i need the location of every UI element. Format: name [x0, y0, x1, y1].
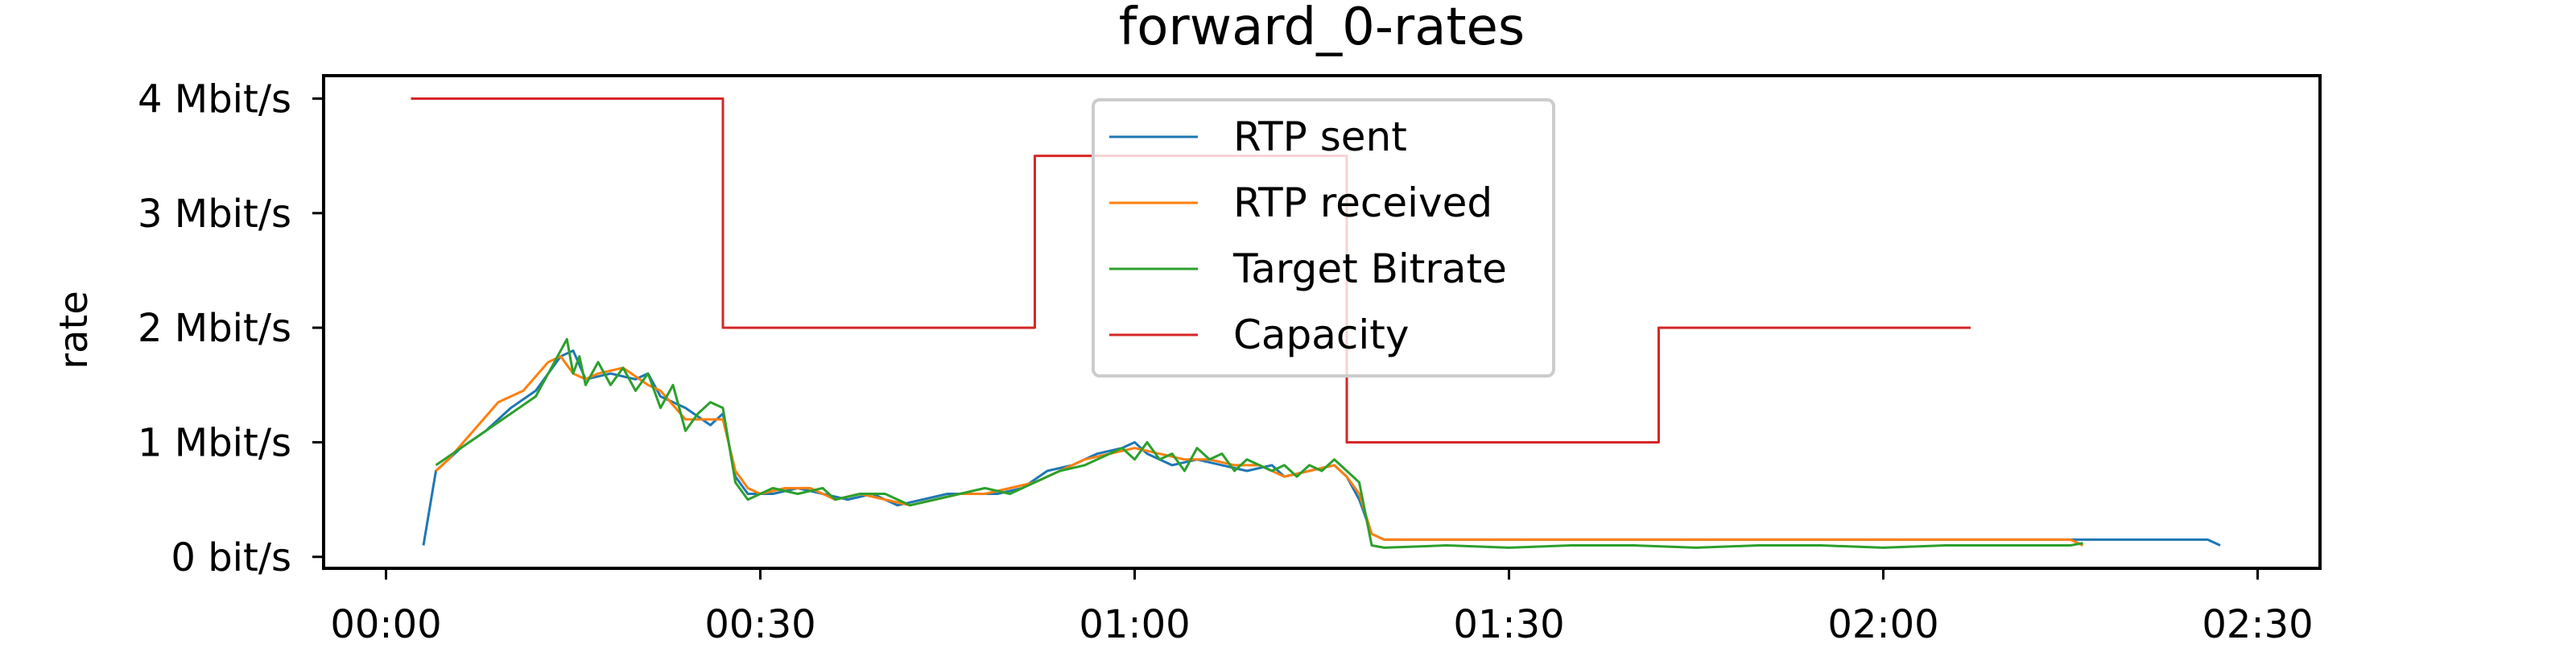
- y-tick-label: 2 Mbit/s: [138, 306, 291, 351]
- series-line-rtp-received: [435, 355, 2084, 547]
- legend-label-rtp-sent: RTP sent: [1233, 114, 1407, 160]
- legend-label-target-bitrate: Target Bitrate: [1232, 246, 1507, 292]
- y-tick-label: 3 Mbit/s: [138, 192, 291, 237]
- series-line-target-bitrate: [435, 337, 2083, 549]
- y-tick-label: 4 Mbit/s: [138, 76, 291, 122]
- x-tick-label: 00:30: [704, 602, 815, 644]
- plot-area: [411, 97, 2221, 549]
- legend-box: [1092, 98, 1555, 378]
- y-axis: 0 bit/s 1 Mbit/s 2 Mbit/s 3 Mbit/s 4 Mbit/s: [138, 76, 324, 580]
- x-tick-label: 02:30: [2202, 602, 2313, 644]
- y-tick-label: 0 bit/s: [171, 535, 291, 580]
- x-tick-label: 01:00: [1079, 602, 1190, 644]
- chart-title: forward_0-rates: [1119, 0, 1525, 57]
- legend: RTP sent RTP received Target Bitrate Capaci…: [1092, 98, 1555, 378]
- series-line-rtp-sent: [422, 349, 2221, 547]
- x-tick-label: 02:00: [1827, 602, 1938, 644]
- y-axis-label: rate: [52, 291, 97, 369]
- legend-items: RTP sent RTP received Target Bitrate Capaci…: [1109, 114, 1507, 358]
- y-tick-label: 1 Mbit/s: [138, 420, 291, 465]
- x-axis: 00:00 00:30 01:00 01:30 02:00 02:30: [330, 568, 2314, 647]
- legend-label-rtp-received: RTP received: [1233, 180, 1492, 226]
- x-tick-label: 00:00: [330, 602, 441, 644]
- legend-label-capacity: Capacity: [1233, 312, 1410, 358]
- x-tick-label: 01:30: [1453, 602, 1564, 644]
- plot-frame: [322, 74, 2322, 570]
